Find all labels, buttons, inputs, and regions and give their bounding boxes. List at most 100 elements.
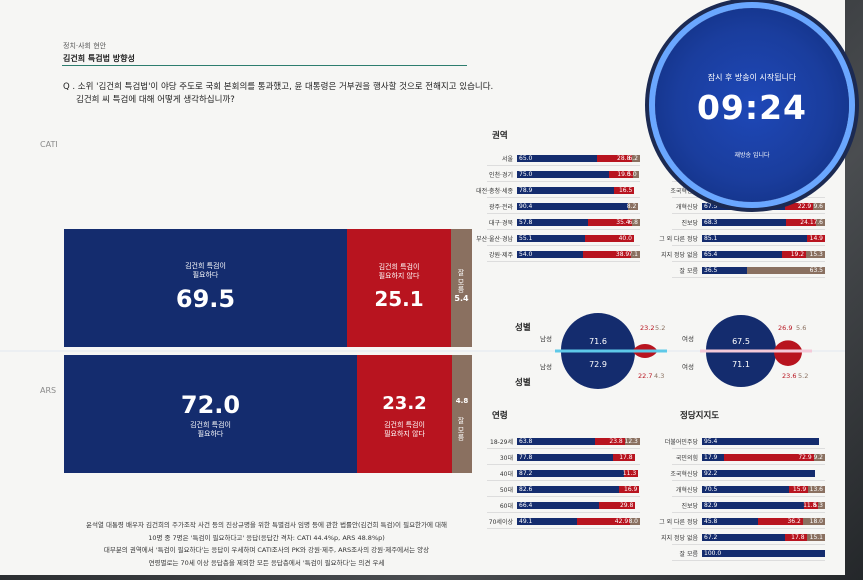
bar-value: 16.9 xyxy=(624,486,638,493)
ars-not-value: 23.2 xyxy=(382,393,427,414)
row-label: 18-29세 xyxy=(490,439,513,446)
female-ars-not-half xyxy=(774,352,802,366)
male-ars-not-half xyxy=(633,352,657,358)
male-ars-dk-value: 4.3 xyxy=(654,372,664,380)
bar-segment: 24.1 xyxy=(786,219,816,226)
bar-value: 7.1 xyxy=(628,251,638,258)
row-separator xyxy=(672,229,825,230)
bar-segment: 8.0 xyxy=(628,518,640,525)
bar-value: 42.9 xyxy=(614,518,629,525)
stacked-bar: 45.8 36.2 18.0 xyxy=(702,518,825,525)
female-ars-need-half xyxy=(706,352,776,387)
row-label: 대구·경북 xyxy=(489,220,513,227)
row-separator xyxy=(672,448,825,449)
bar-segment: 68.3 xyxy=(702,219,786,226)
bar-value: 70.5 xyxy=(704,486,718,493)
bar-segment: 87.2 xyxy=(517,470,625,477)
bar-value: 29.8 xyxy=(619,502,634,509)
bar-value: 65.0 xyxy=(519,155,533,162)
male-ars-not-value: 22.7 xyxy=(638,372,652,380)
row-label: 개혁신당 xyxy=(675,487,698,494)
row-separator xyxy=(672,560,825,561)
stacked-bar: 78.9 16.5 xyxy=(517,187,640,194)
note-line: 윤석열 대통령 배우자 김건희의 주가조작 사건 등의 진상규명을 위한 특별검… xyxy=(85,521,448,529)
row-separator xyxy=(487,181,640,182)
stacked-bar: 67.2 17.8 15.1 xyxy=(702,534,825,541)
stacked-bar: 57.8 35.4 6.8 xyxy=(517,219,640,226)
male-cati-not-value: 23.2 xyxy=(640,324,654,332)
ars-not-segment: 23.2 김건희 특검이 필요하지 않다 xyxy=(357,355,452,473)
bar-value: 15.3 xyxy=(809,251,823,258)
stacked-bar: 36.5 63.5 xyxy=(702,267,825,274)
ars-need-segment: 72.0 김건희 특검이 필요하다 xyxy=(64,355,357,473)
bar-value: 78.9 xyxy=(519,187,533,194)
row-label: 지지 정당 없음 xyxy=(661,535,698,542)
bar-segment: 6.2 xyxy=(628,155,640,162)
bar-value: 23.8 xyxy=(609,438,623,445)
bar-value: 17.8 xyxy=(619,454,633,461)
bar-segment: 15.9 xyxy=(788,486,809,493)
row-label: 60대 xyxy=(499,503,513,510)
note-line: 10명 중 7명은 '특검이 필요하다고' 응답(응답간 격차: CATI 44… xyxy=(148,533,385,542)
stacked-bar: 92.2 xyxy=(702,470,825,477)
countdown-time: 09:24 xyxy=(696,88,808,127)
summary-notes: 윤석열 대통령 배우자 김건희의 주가조작 사건 등의 진상규명을 위한 특별검… xyxy=(64,519,469,569)
bar-segment: 36.2 xyxy=(758,518,803,525)
row-label: 국민의힘 xyxy=(675,455,698,462)
cati-not-label: 김건희 특검이 필요하지 않다 xyxy=(378,263,420,280)
stacked-bar: 87.2 11.3 xyxy=(517,470,640,477)
bar-segment: 55.1 xyxy=(517,235,585,242)
bar-segment: 40.0 xyxy=(584,235,634,242)
bar-segment: 5.3 xyxy=(813,502,825,509)
bar-segment: 17.8 xyxy=(612,454,635,461)
row-separator xyxy=(487,512,640,513)
bar-segment: 82.6 xyxy=(517,486,619,493)
row-label: 대전·충청·세종 xyxy=(476,188,513,195)
bar-value: 22.9 xyxy=(797,203,812,210)
bar-segment: 13.6 xyxy=(808,486,825,493)
countdown-subtext: 재방송 입니다 xyxy=(734,152,770,159)
row-separator xyxy=(487,229,640,230)
bar-segment: 78.9 xyxy=(517,187,615,194)
bar-segment: 38.9 xyxy=(583,251,632,258)
bar-value: 9.2 xyxy=(813,454,823,461)
row-separator xyxy=(672,261,825,262)
countdown-overlay: 잠시 후 방송이 시작됩니다 09:24 재방송 입니다 xyxy=(655,8,849,202)
cati-main-bar: 김건희 특검이 필요하다 69.5 김건희 특검이 필요하지 않다 25.1 잘… xyxy=(64,229,472,347)
bar-segment: 57.8 xyxy=(517,219,589,226)
row-separator xyxy=(672,213,825,214)
bar-segment: 42.9 xyxy=(577,518,631,525)
method-divider xyxy=(0,350,845,352)
row-label: 서울 xyxy=(501,156,513,163)
method-label-ars: ARS xyxy=(40,386,57,395)
male-cati-dk-value: 5.2 xyxy=(655,324,665,332)
ars-dontknow-label: 잘 모름 xyxy=(457,417,465,441)
row-label: 70세이상 xyxy=(488,519,513,526)
bar-segment: 92.2 xyxy=(702,470,816,477)
bar-value: 72.9 xyxy=(798,454,812,461)
bar-segment: 65.0 xyxy=(517,155,597,162)
bar-value: 67.2 xyxy=(704,534,718,541)
female-ars-dk-value: 5.2 xyxy=(798,372,808,380)
bar-value: 16.5 xyxy=(618,187,633,194)
bar-segment: 7.6 xyxy=(813,219,825,226)
bar-segment: 100.0 xyxy=(702,550,825,557)
female-cati-need-half xyxy=(706,315,776,350)
row-label: 조국혁신당 xyxy=(670,471,698,478)
row-separator xyxy=(487,464,640,465)
bar-value: 35.4 xyxy=(616,219,630,226)
topic-underline xyxy=(62,65,467,66)
sex-circles-chart: 남성 남성 71.6 72.9 23.2 5.2 22.7 4.3 여성 여성 … xyxy=(540,313,812,389)
bar-segment: 5.0 xyxy=(627,171,639,178)
row-label: 잘 모름 xyxy=(679,551,698,558)
bar-value: 40.0 xyxy=(618,235,632,242)
bar-value: 24.1 xyxy=(800,219,814,226)
row-separator xyxy=(672,512,825,513)
bar-segment: 22.9 xyxy=(785,203,814,210)
bar-segment: 12.3 xyxy=(625,438,640,445)
male-ars-need-value: 72.9 xyxy=(589,360,607,369)
bar-segment: 19.2 xyxy=(782,251,807,258)
bar-segment: 17.9 xyxy=(702,454,725,461)
row-label: 그 외 다른 정당 xyxy=(659,519,698,526)
bar-value: 36.5 xyxy=(704,267,718,274)
